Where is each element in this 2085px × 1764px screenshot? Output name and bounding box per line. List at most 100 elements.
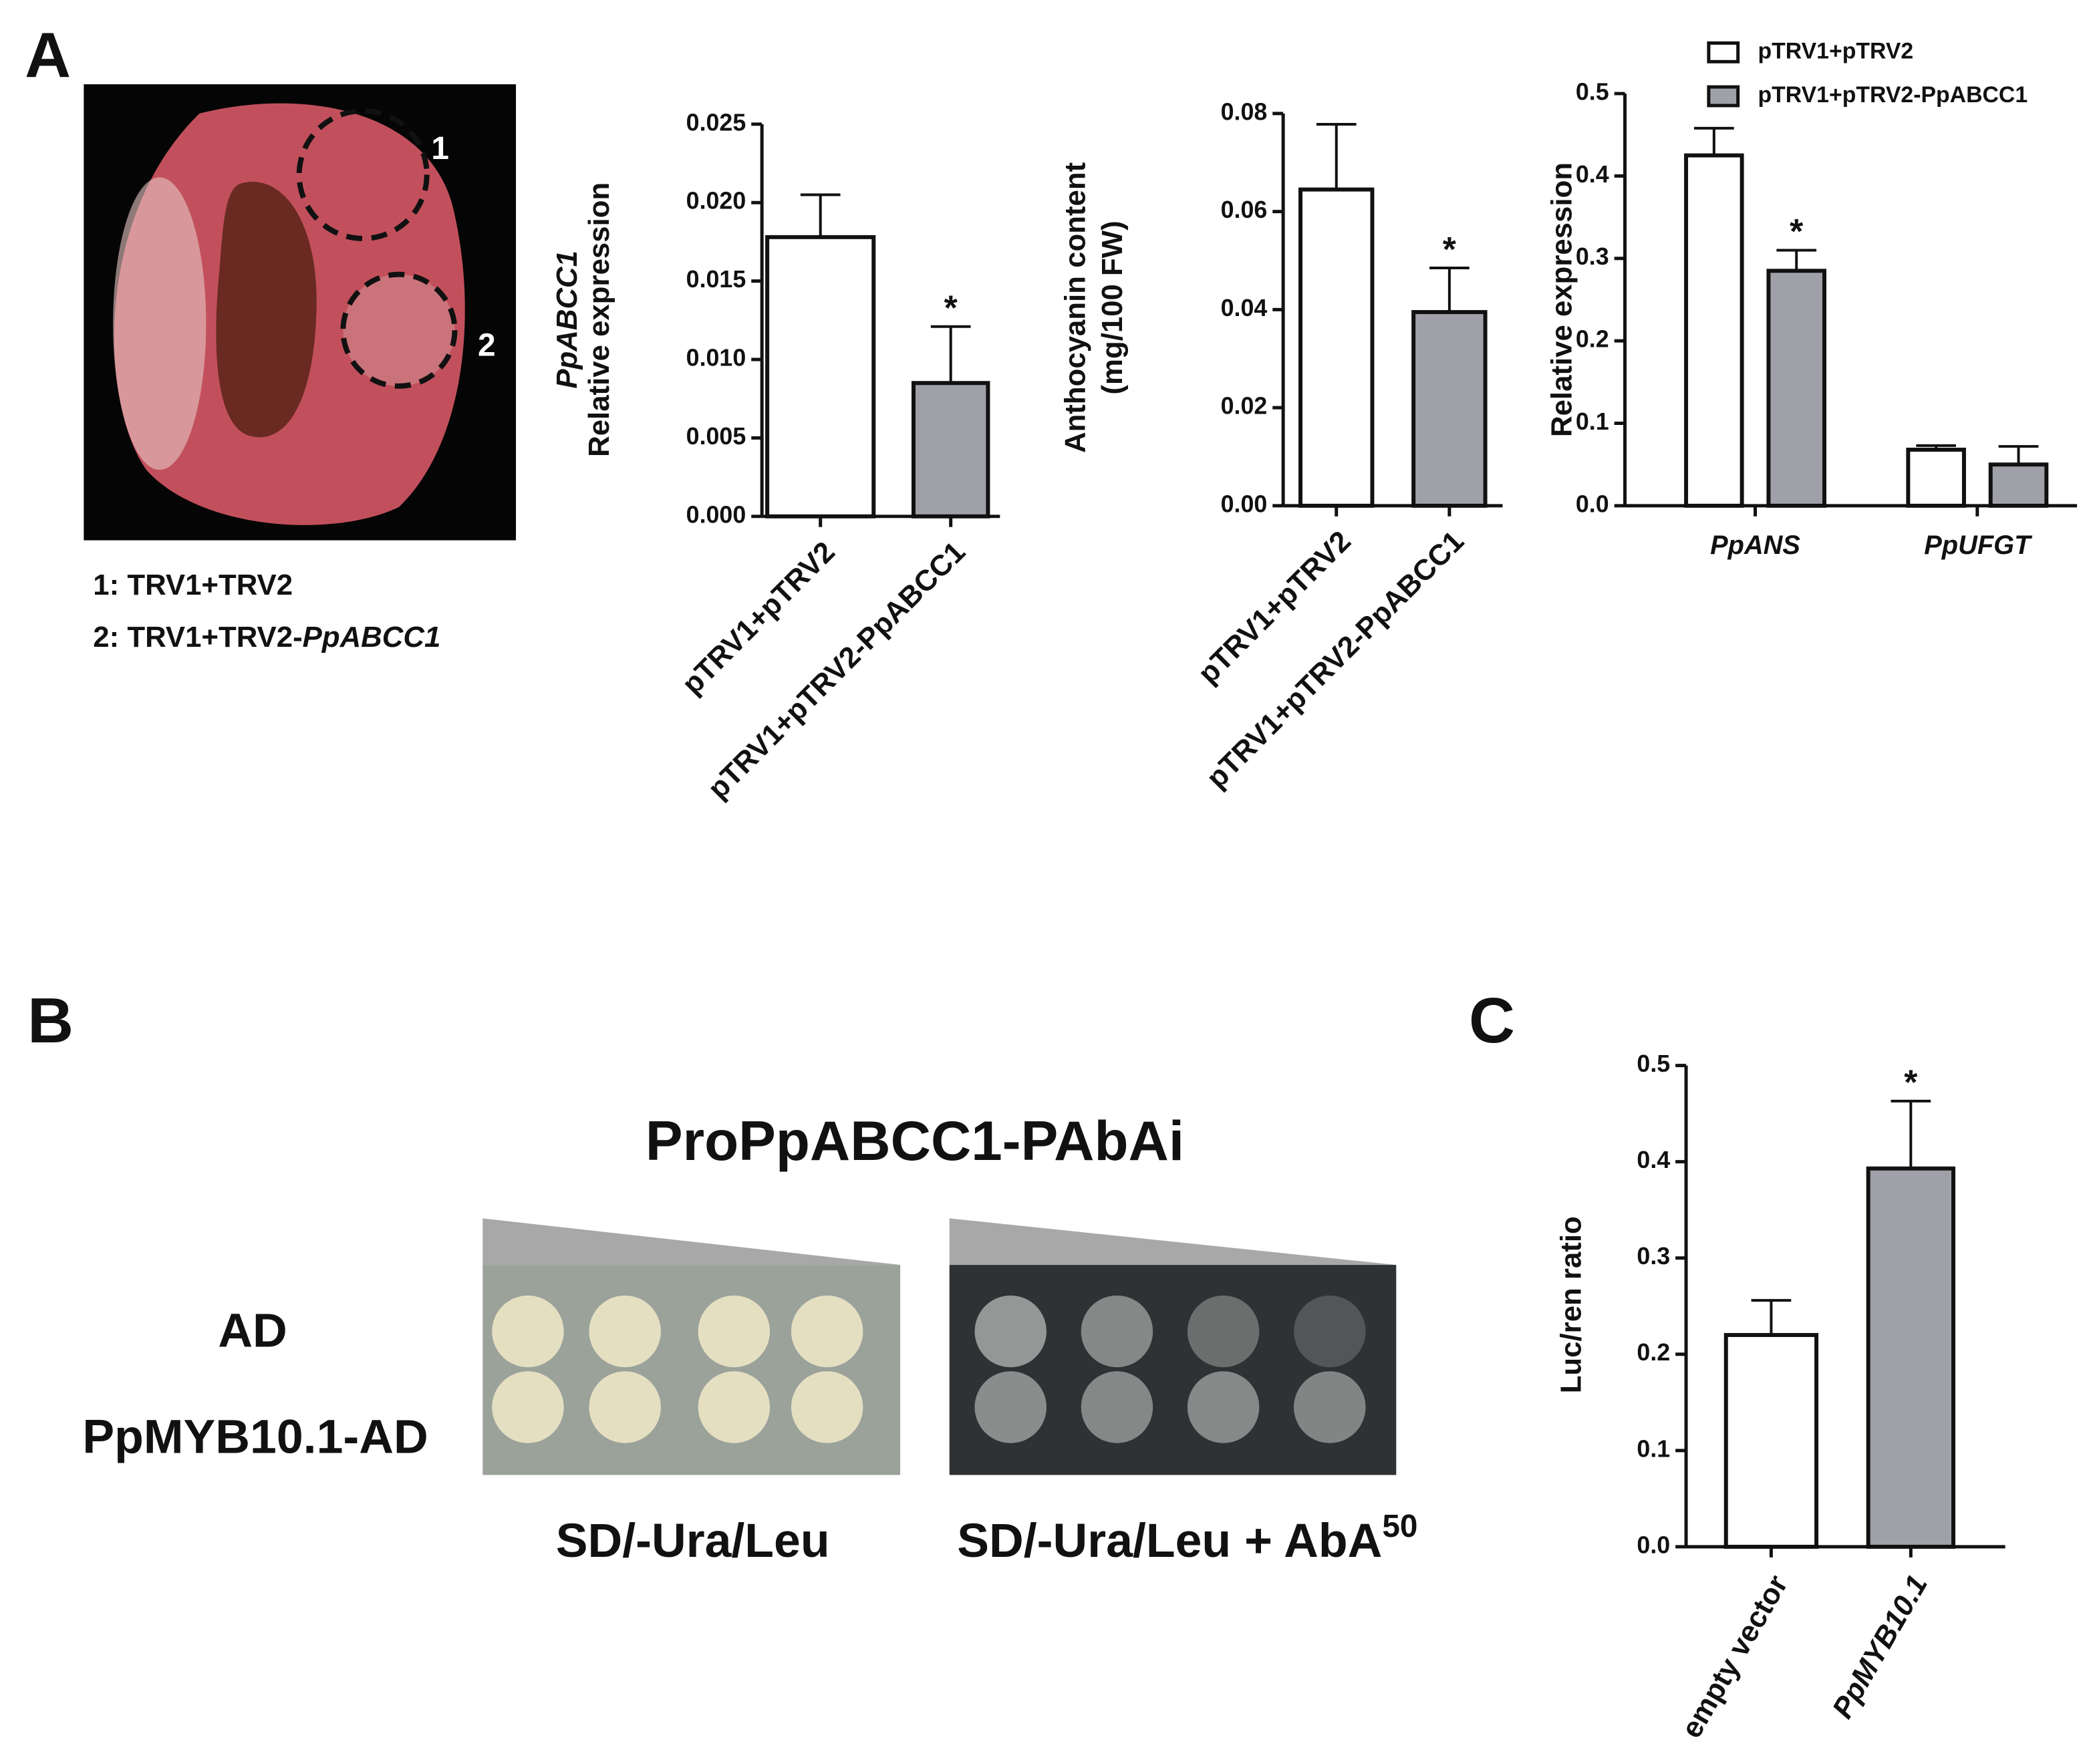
- x-tick-label: PpMYB10.1: [1826, 1570, 1934, 1724]
- y-tick-label: 0.4: [1576, 161, 1609, 188]
- x-tick-label: pTRV1+pTRV2-PpABCC1: [702, 535, 972, 805]
- condition-text: SD/-Ura/Leu + AbA: [957, 1514, 1382, 1568]
- condition-label: SD/-Ura/Leu + AbA50: [957, 1509, 1417, 1568]
- colony: [698, 1371, 771, 1443]
- photo-mark: 2: [478, 328, 496, 363]
- bar: [1906, 448, 1966, 508]
- colony: [791, 1371, 863, 1443]
- bar: [765, 235, 876, 519]
- y-tick-label: 0.08: [1221, 98, 1268, 125]
- colony: [974, 1295, 1047, 1368]
- legend-swatch: [1707, 85, 1740, 108]
- y-tick-label: 0.015: [686, 266, 746, 293]
- y-tick-label: 0.5: [1637, 1050, 1670, 1077]
- y-axis-label: PpABCC1: [551, 251, 583, 389]
- error-bar: [1316, 123, 1357, 190]
- significance-mark: *: [1904, 1063, 1918, 1102]
- error-bar: [1429, 267, 1470, 313]
- bar: [912, 381, 990, 519]
- photo-legend: 2: TRV1+TRV2-PpABCC1: [93, 620, 440, 653]
- y-tick-label: 0.3: [1637, 1243, 1670, 1270]
- error-bar: [1694, 126, 1734, 156]
- error-bar: [800, 193, 841, 237]
- colony: [589, 1295, 661, 1368]
- fruit-flesh: [113, 177, 206, 470]
- colony: [1294, 1371, 1366, 1443]
- legend-text: 2: TRV1+TRV2-: [93, 620, 302, 653]
- colony: [698, 1295, 771, 1368]
- legend-label: pTRV1+pTRV2: [1758, 38, 1914, 63]
- x-tick-label: PpANS: [1710, 531, 1800, 560]
- legend-swatch: [1707, 41, 1740, 63]
- y-tick-label: 0.5: [1576, 79, 1609, 106]
- photo-legend: 1: TRV1+TRV2: [93, 569, 293, 601]
- bar: [1684, 153, 1744, 508]
- row-label: AD: [218, 1304, 287, 1357]
- colony: [974, 1371, 1047, 1443]
- y-tick-label: 0.02: [1221, 393, 1268, 420]
- stone-cavity: [216, 182, 317, 438]
- y-axis-label: (mg/100 FW): [1096, 220, 1129, 394]
- dilution-triangle: [949, 1218, 1397, 1266]
- y-tick-label: 0.0: [1637, 1531, 1670, 1558]
- y-tick-label: 0.025: [686, 109, 746, 136]
- y-tick-label: 0.020: [686, 188, 746, 214]
- y-axis-label: Luc/ren ratio: [1554, 1216, 1587, 1393]
- superscript: 50: [1382, 1509, 1417, 1544]
- colony: [589, 1371, 661, 1443]
- y-tick-label: 0.4: [1637, 1147, 1670, 1173]
- y-tick-label: 0.000: [686, 501, 746, 528]
- condition-label: SD/-Ura/Leu: [556, 1514, 830, 1568]
- y-tick-label: 0.0: [1576, 490, 1609, 517]
- legend-italic: PpABCC1: [303, 620, 441, 653]
- y-tick-label: 0.3: [1576, 243, 1609, 270]
- legend-label: pTRV1+pTRV2-PpABCC1: [1758, 82, 2028, 108]
- y-tick-label: 0.04: [1221, 295, 1268, 321]
- panel-label: A: [25, 21, 71, 92]
- error-bar: [1916, 444, 1956, 450]
- y-tick-label: 0.00: [1221, 490, 1268, 517]
- y-tick-label: 0.2: [1637, 1339, 1670, 1366]
- yeast-title: ProPpABCC1-PAbAi: [646, 1109, 1184, 1172]
- x-tick-label: empty vector: [1675, 1570, 1794, 1743]
- bar: [1723, 1332, 1819, 1549]
- y-tick-label: 0.2: [1576, 326, 1609, 353]
- bar: [1866, 1166, 1955, 1549]
- significance-mark: *: [944, 288, 958, 327]
- y-tick-label: 0.06: [1221, 196, 1268, 223]
- error-bar: [1776, 249, 1817, 271]
- y-axis-label: Anthocyanin content: [1059, 162, 1091, 453]
- colony: [1294, 1295, 1366, 1368]
- x-tick-label: PpUFGT: [1924, 531, 2033, 560]
- panel-label: C: [1469, 986, 1515, 1056]
- error-bar: [1998, 445, 2039, 465]
- error-bar: [930, 325, 971, 384]
- photo-mark: 1: [431, 131, 449, 166]
- colony: [1081, 1371, 1153, 1443]
- colony: [1187, 1371, 1260, 1443]
- dilution-triangle: [482, 1218, 901, 1266]
- bar: [1988, 462, 2049, 508]
- row-label: PpMYB10.1-AD: [82, 1411, 428, 1464]
- colony: [492, 1295, 564, 1368]
- y-tick-label: 0.005: [686, 423, 746, 450]
- bar: [1766, 269, 1826, 508]
- y-tick-label: 0.010: [686, 344, 746, 371]
- colony: [791, 1295, 863, 1368]
- colony: [492, 1371, 564, 1443]
- y-tick-label: 0.1: [1576, 408, 1609, 435]
- colony: [1081, 1295, 1153, 1368]
- plate: [482, 1265, 901, 1475]
- y-axis-label: Relative expression: [583, 182, 615, 457]
- bar: [1411, 310, 1488, 508]
- y-tick-label: 0.1: [1637, 1435, 1670, 1462]
- panel-label: B: [27, 986, 74, 1056]
- y-axis-label: Relative expression: [1546, 162, 1578, 437]
- colony: [1187, 1295, 1260, 1368]
- significance-mark: *: [1790, 212, 1804, 251]
- error-bar: [1891, 1099, 1931, 1169]
- error-bar: [1751, 1299, 1792, 1335]
- significance-mark: *: [1443, 230, 1457, 269]
- bar: [1298, 187, 1375, 508]
